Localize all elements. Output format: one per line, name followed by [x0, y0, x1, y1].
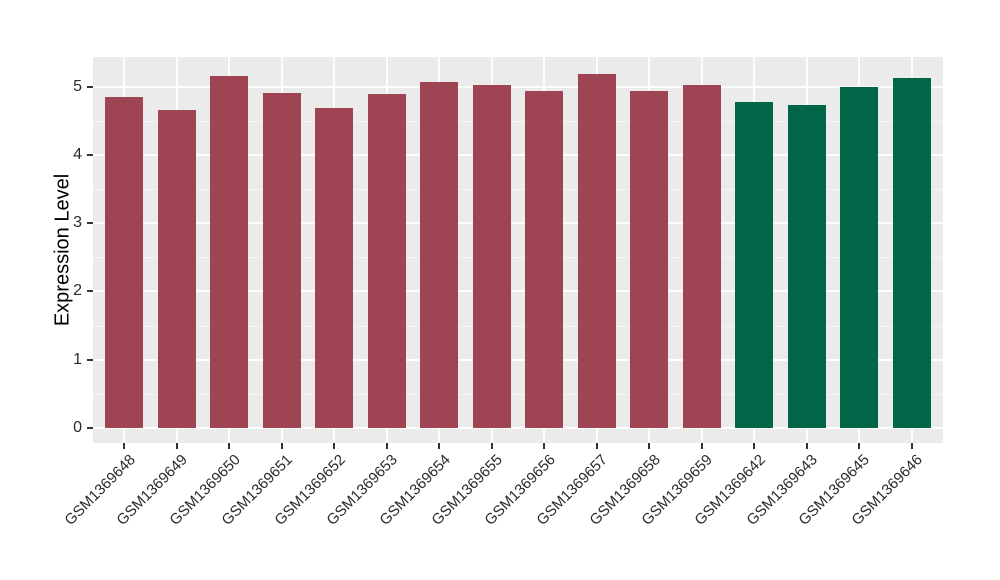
x-tick-mark [280, 443, 283, 449]
bar-GSM1369655 [472, 85, 511, 428]
y-tick-mark [86, 290, 93, 293]
x-tick-mark [648, 443, 651, 449]
y-tick-mark [86, 85, 93, 88]
y-tick-label: 1 [73, 350, 82, 368]
x-tick-mark [858, 443, 861, 449]
y-tick-label: 3 [73, 214, 82, 232]
bar-GSM1369656 [525, 91, 564, 428]
gridline-major [93, 358, 943, 361]
bar-GSM1369648 [105, 96, 144, 428]
bar-GSM1369645 [840, 87, 879, 428]
x-tick-mark [490, 443, 493, 449]
gridline-minor [93, 325, 943, 327]
bar-GSM1369646 [892, 78, 931, 428]
gridline-major [93, 153, 943, 156]
plot-panel [93, 57, 943, 443]
bar-GSM1369649 [157, 110, 196, 428]
bar-GSM1369654 [420, 81, 459, 428]
gridline-major [93, 290, 943, 293]
x-tick-mark [543, 443, 546, 449]
x-tick-mark [595, 443, 598, 449]
x-tick-mark [175, 443, 178, 449]
y-tick-mark [86, 427, 93, 429]
gridline-major [93, 85, 943, 88]
bar-GSM1369651 [262, 93, 301, 428]
gridline-minor [93, 120, 943, 122]
x-tick-mark [385, 443, 388, 449]
y-tick-label: 4 [73, 145, 82, 163]
bar-GSM1369657 [577, 73, 616, 428]
y-tick-label: 5 [73, 77, 82, 95]
x-tick-mark [228, 443, 231, 449]
y-tick-mark [86, 153, 93, 156]
bar-GSM1369652 [315, 108, 354, 428]
bar-GSM1369650 [210, 75, 249, 428]
y-tick-mark [86, 222, 93, 225]
gridline-minor [93, 257, 943, 259]
gridline-minor [93, 393, 943, 395]
bar-GSM1369653 [367, 94, 406, 428]
x-tick-mark [438, 443, 441, 449]
bar-GSM1369643 [787, 104, 826, 428]
x-tick-mark [753, 443, 756, 449]
y-tick-label: 2 [73, 282, 82, 300]
gridline-major [93, 222, 943, 225]
gridline-minor [93, 188, 943, 190]
x-tick-mark [700, 443, 703, 449]
y-tick-mark [86, 358, 93, 361]
gridline-major [93, 427, 943, 429]
x-tick-mark [805, 443, 808, 449]
bar-GSM1369642 [735, 102, 774, 428]
x-tick-mark [910, 443, 913, 449]
y-axis-title: Expression Level [51, 173, 74, 327]
x-tick-mark [123, 443, 126, 449]
bar-GSM1369659 [682, 85, 721, 428]
y-tick-label: 0 [73, 419, 82, 436]
bar-GSM1369658 [630, 90, 669, 428]
x-tick-mark [333, 443, 336, 449]
